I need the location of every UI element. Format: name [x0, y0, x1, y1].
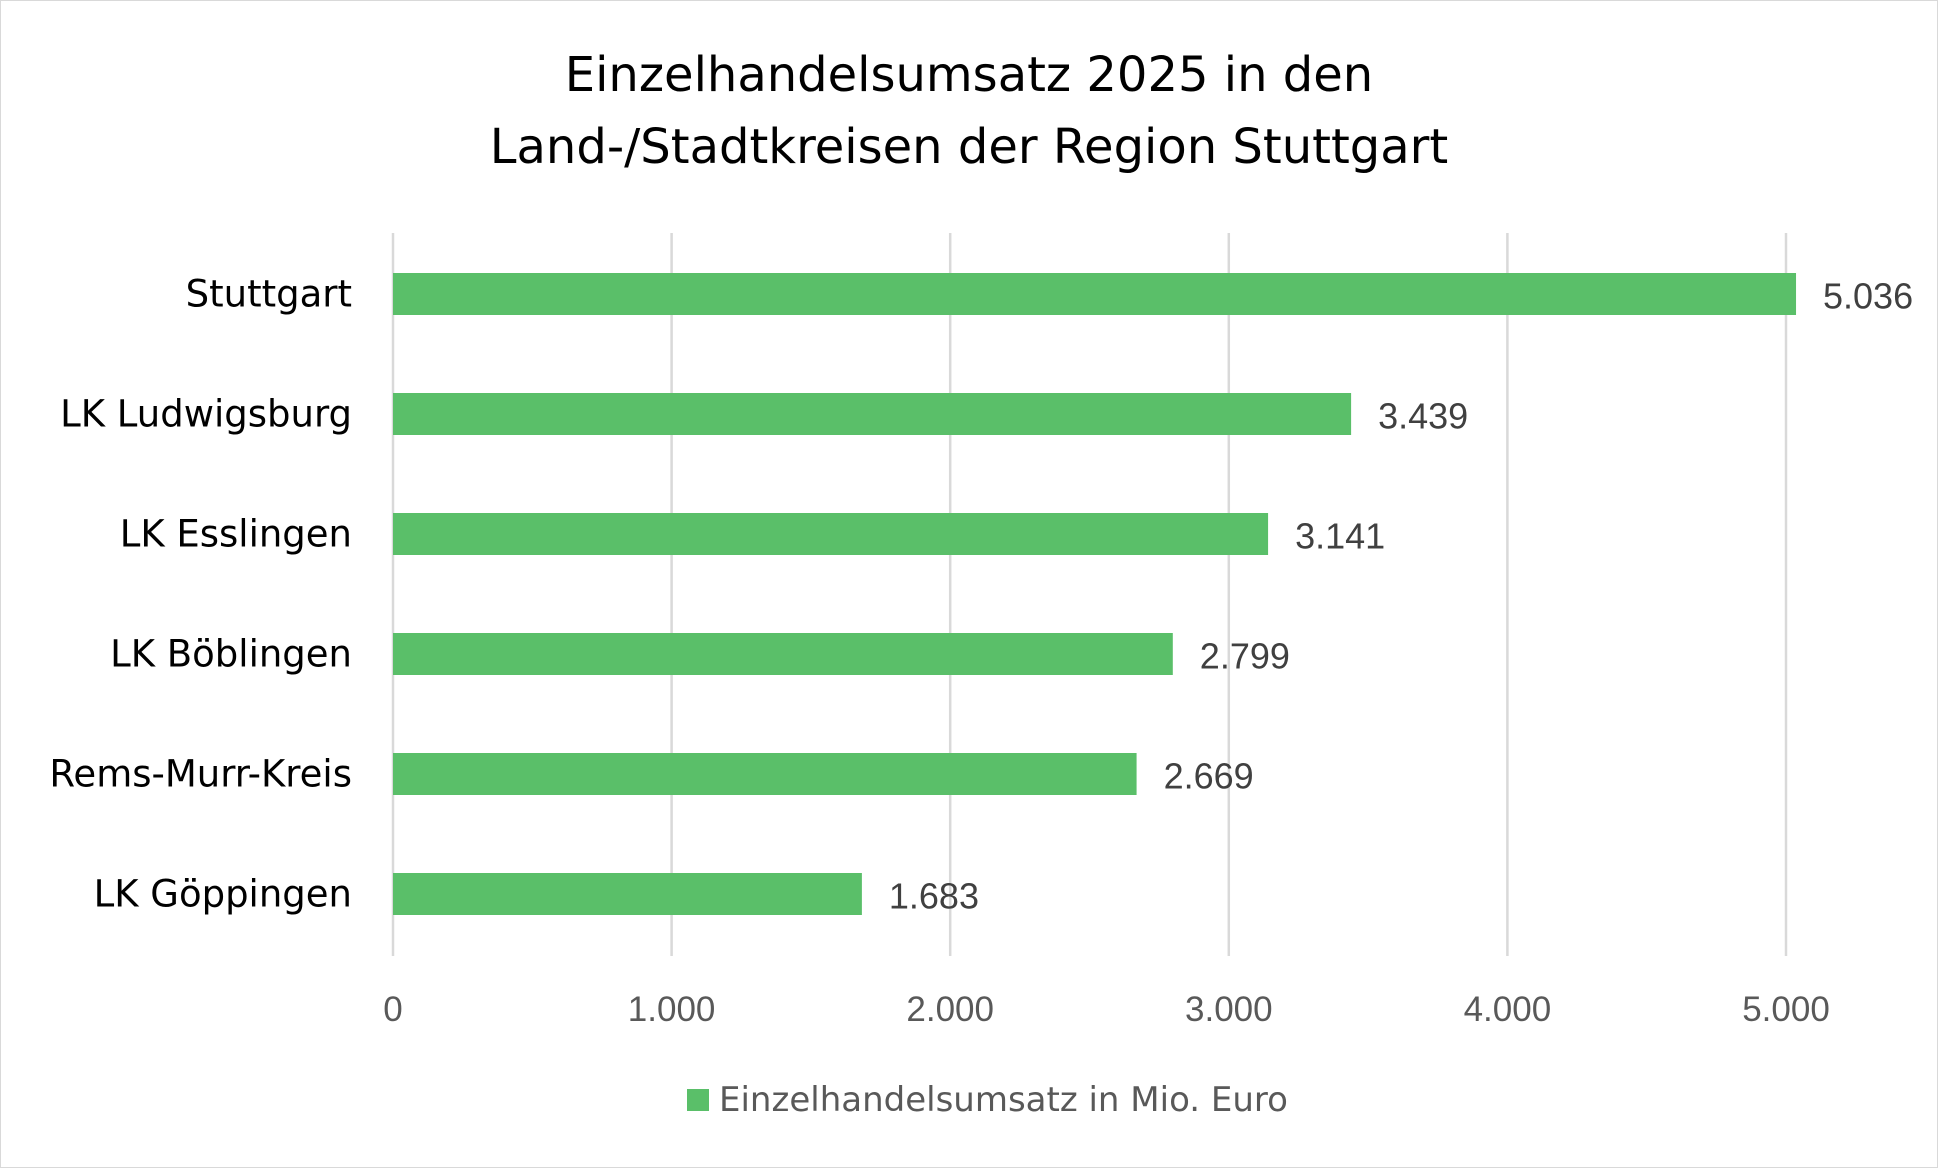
- chart-title: Einzelhandelsumsatz 2025 in den Land-/St…: [1, 39, 1937, 183]
- category-label: Rems-Murr-Kreis: [49, 753, 352, 796]
- x-tick-label: 2.000: [906, 990, 994, 1029]
- data-label: 5.036: [1823, 276, 1913, 317]
- data-label: 3.141: [1295, 516, 1385, 557]
- bar: [393, 633, 1173, 675]
- category-label: LK Göppingen: [94, 873, 352, 916]
- data-label: 2.669: [1164, 756, 1254, 797]
- value-labels: 5.036 3.439 3.141 2.799 2.669 1.683: [889, 276, 1913, 917]
- x-tick-label: 0: [383, 990, 402, 1029]
- category-label: LK Böblingen: [110, 633, 352, 676]
- data-label: 2.799: [1200, 636, 1290, 677]
- category-label: Stuttgart: [186, 273, 352, 316]
- bar: [393, 753, 1137, 795]
- category-label: LK Ludwigsburg: [60, 393, 352, 436]
- grid-lines: [391, 233, 1788, 956]
- category-labels: Stuttgart LK Ludwigsburg LK Esslingen LK Bö…: [49, 273, 352, 916]
- legend: Einzelhandelsumsatz in Mio. Euro: [687, 1080, 1288, 1120]
- legend-label: Einzelhandelsumsatz in Mio. Euro: [719, 1080, 1288, 1120]
- legend-swatch: [687, 1089, 709, 1111]
- bar: [393, 273, 1797, 315]
- bar: [393, 873, 862, 915]
- x-tick-label: 4.000: [1464, 990, 1552, 1029]
- bars: [393, 273, 1797, 915]
- data-label: 3.439: [1378, 396, 1468, 437]
- x-tick-label: 5.000: [1742, 990, 1830, 1029]
- category-label: LK Esslingen: [120, 513, 352, 556]
- x-tick-label: 3.000: [1185, 990, 1273, 1029]
- bar: [393, 393, 1352, 435]
- bar: [393, 513, 1269, 555]
- data-label: 1.683: [889, 876, 979, 917]
- chart-title-line-1: Einzelhandelsumsatz 2025 in den: [564, 47, 1374, 103]
- chart-title-line-2: Land-/Stadtkreisen der Region Stuttgart: [489, 119, 1449, 175]
- x-tick-labels: 0 1.000 2.000 3.000 4.000 5.000: [383, 990, 1830, 1029]
- x-tick-label: 1.000: [628, 990, 716, 1029]
